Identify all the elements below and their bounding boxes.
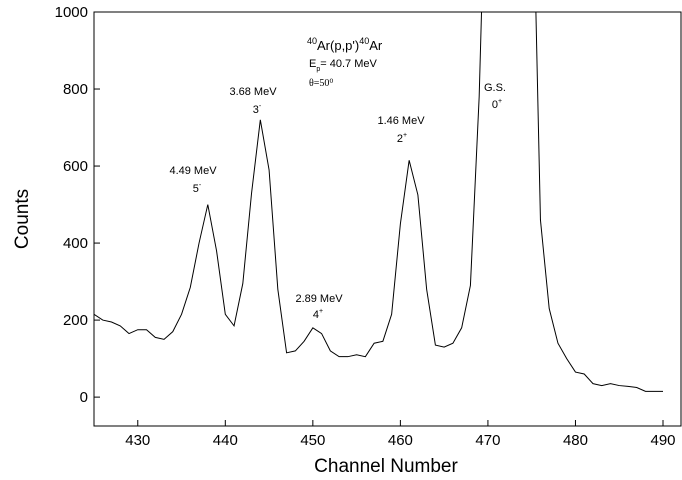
x-tick-label: 480	[563, 432, 588, 449]
parity: +	[319, 308, 323, 315]
peak-energy: 1.46 MeV	[377, 115, 425, 127]
spin: 4	[313, 309, 319, 321]
parity: -	[259, 103, 262, 110]
peak-spin: 5-	[193, 182, 202, 195]
y-tick-label: 1000	[55, 4, 88, 21]
data-line	[94, 12, 663, 392]
spin: 3	[253, 104, 259, 116]
x-tick-label: 450	[300, 432, 325, 449]
parity: -	[199, 182, 202, 189]
angle-label: θ=50⁰	[309, 78, 333, 89]
y-tick-label: 800	[63, 81, 88, 98]
annotations: 40Ar(p,p')40Ar Ep= 40.7 MeV θ=50⁰ 4.49 M…	[169, 36, 506, 321]
peak-spin: 4+	[313, 308, 323, 321]
mass-number: 40	[307, 36, 317, 46]
reaction-label: 40Ar(p,p')40Ar	[307, 36, 383, 53]
plot-frame	[93, 11, 682, 427]
energy-label: Ep= 40.7 MeV	[309, 58, 377, 73]
peak-spin: 3-	[253, 103, 262, 116]
reaction: Ar(p,p')	[317, 38, 359, 53]
spin: 2	[397, 133, 403, 145]
spin: 5	[193, 183, 199, 195]
energy-symbol: E	[309, 58, 316, 70]
y-axis-label: Counts	[12, 189, 33, 249]
peak-spin: 0+	[492, 98, 502, 111]
x-axis-label: Channel Number	[314, 456, 458, 477]
x-tick-label: 490	[650, 432, 675, 449]
peak-spin: 2+	[397, 132, 407, 145]
peak-energy: G.S.	[484, 82, 506, 94]
parity: +	[403, 132, 407, 139]
x-tick-label: 440	[213, 432, 238, 449]
energy-value: = 40.7 MeV	[320, 58, 377, 70]
x-tick-label: 460	[388, 432, 413, 449]
mass-number: 40	[359, 36, 369, 46]
y-tick-label: 200	[63, 312, 88, 329]
y-tick-label: 600	[63, 158, 88, 175]
parity: +	[498, 98, 502, 105]
x-tick-label: 430	[125, 432, 150, 449]
peak-energy: 2.89 MeV	[295, 293, 343, 305]
element: Ar	[369, 38, 383, 53]
energy-subscript: p	[316, 66, 320, 73]
x-tick-label: 470	[475, 432, 500, 449]
peak-energy: 4.49 MeV	[169, 165, 217, 177]
y-tick-label: 0	[80, 389, 88, 406]
y-tick-label: 400	[63, 235, 88, 252]
spin: 0	[492, 99, 498, 111]
peak-energy: 3.68 MeV	[229, 86, 277, 98]
